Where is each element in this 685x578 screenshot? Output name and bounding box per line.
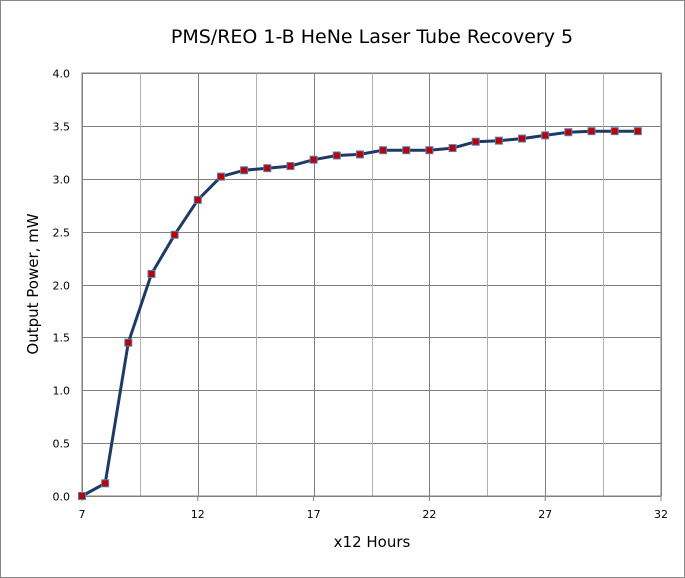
y-tick-label: 4.0 (53, 68, 71, 81)
data-point (448, 144, 457, 153)
data-point (263, 164, 272, 173)
data-point (124, 338, 133, 347)
y-tick-label: 1.5 (53, 332, 71, 345)
y-tick-label: 3.0 (53, 174, 71, 187)
plot-area (81, 72, 662, 497)
data-point (541, 131, 550, 140)
x-axis-label: x12 Hours (334, 533, 411, 551)
y-axis-label: Output Power, mW (24, 213, 42, 354)
data-point (216, 172, 225, 181)
y-tick-label: 2.0 (53, 280, 71, 293)
data-point (494, 136, 503, 145)
x-tick-label: 27 (538, 508, 552, 521)
chart-title: PMS/REO 1-B HeNe Laser Tube Recovery 5 (171, 26, 573, 48)
y-axis-ticks: 0.0 0.5 1.0 1.5 2.0 2.5 3.0 3.5 4.0 (53, 68, 71, 504)
data-point (633, 127, 642, 136)
x-tick-label: 22 (422, 508, 436, 521)
data-point (402, 146, 411, 155)
x-tick-label: 17 (307, 508, 321, 521)
data-point (471, 137, 480, 146)
x-tick-label: 32 (654, 508, 668, 521)
x-tick-label: 7 (79, 508, 86, 521)
data-point (147, 269, 156, 278)
data-point (610, 127, 619, 136)
series-line (81, 129, 638, 498)
data-point (332, 151, 341, 160)
gridlines (82, 73, 662, 497)
y-tick-label: 0.0 (53, 491, 71, 504)
data-point (518, 134, 527, 143)
data-point (78, 492, 86, 500)
data-point (170, 230, 179, 239)
data-point (564, 128, 573, 137)
series-output-power (78, 127, 642, 500)
data-point (286, 162, 295, 171)
data-point (101, 479, 110, 488)
data-point (587, 127, 596, 136)
data-point (240, 166, 249, 175)
data-point (379, 146, 388, 155)
data-point (193, 195, 202, 204)
y-tick-label: 0.5 (53, 438, 71, 451)
y-tick-label: 1.0 (53, 385, 71, 398)
x-axis-ticks: 7 12 17 22 27 32 (79, 496, 668, 521)
data-point (425, 146, 434, 155)
y-tick-label: 3.5 (53, 121, 71, 134)
data-point (309, 155, 318, 164)
y-tick-label: 2.5 (53, 227, 71, 240)
x-tick-label: 12 (191, 508, 205, 521)
data-point (355, 150, 364, 159)
